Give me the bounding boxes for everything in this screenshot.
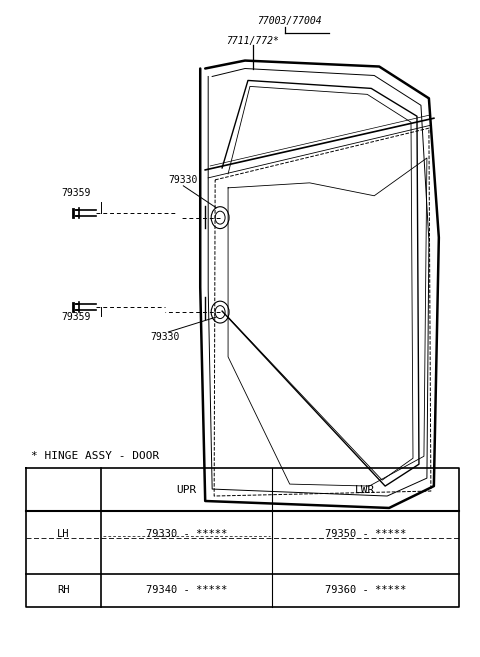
Text: 79330: 79330 bbox=[168, 175, 198, 185]
Text: LWR: LWR bbox=[355, 485, 375, 495]
Text: UPR: UPR bbox=[176, 485, 196, 495]
Text: 79340 - *****: 79340 - ***** bbox=[146, 585, 227, 595]
Text: * HINGE ASSY - DOOR: * HINGE ASSY - DOOR bbox=[31, 451, 159, 461]
Text: 7711/772*: 7711/772* bbox=[227, 35, 279, 46]
Text: 79330: 79330 bbox=[151, 332, 180, 342]
Text: 79359: 79359 bbox=[61, 188, 90, 198]
Text: RH: RH bbox=[57, 585, 70, 595]
Text: 79360 - *****: 79360 - ***** bbox=[324, 585, 406, 595]
Text: LH: LH bbox=[57, 530, 70, 539]
Text: 79330 - *****: 79330 - ***** bbox=[146, 530, 227, 539]
Text: 79359: 79359 bbox=[61, 312, 90, 322]
Text: 77003/77004: 77003/77004 bbox=[257, 16, 322, 26]
Text: 79350 - *****: 79350 - ***** bbox=[324, 530, 406, 539]
